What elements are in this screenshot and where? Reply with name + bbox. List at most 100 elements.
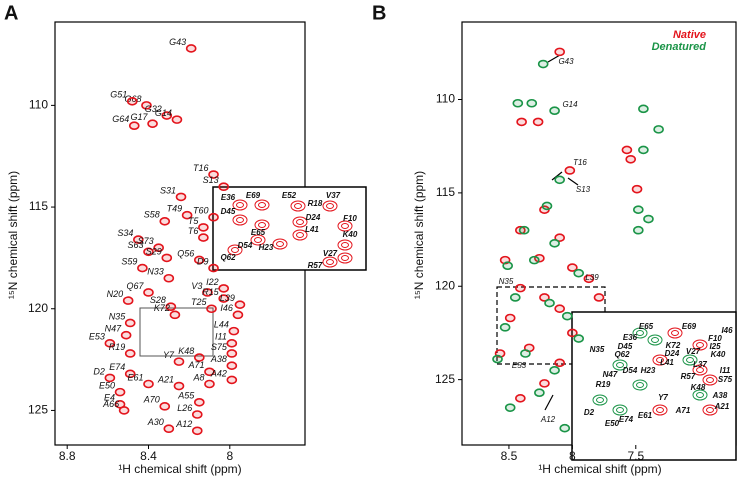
annotation: T16 bbox=[573, 158, 587, 167]
inset-label: D45 bbox=[618, 342, 633, 351]
peak-label: I46 bbox=[220, 303, 233, 313]
peak-label: E61 bbox=[127, 372, 143, 382]
peak-label: G17 bbox=[131, 112, 149, 122]
x-tick-label: 7.5 bbox=[627, 449, 644, 463]
peak bbox=[226, 375, 238, 385]
peak bbox=[165, 302, 177, 312]
inset-label: V27 bbox=[323, 249, 338, 258]
peak bbox=[124, 369, 136, 379]
inset-contour bbox=[682, 354, 698, 366]
peak bbox=[173, 381, 185, 391]
inset-contour bbox=[258, 222, 266, 228]
peak-label: E74 bbox=[109, 362, 125, 372]
inset-contour bbox=[341, 242, 349, 248]
peak bbox=[583, 274, 595, 284]
peak-label: A12 bbox=[175, 419, 192, 429]
annotation: A12 bbox=[540, 415, 556, 424]
peak-label: S29 bbox=[146, 246, 162, 256]
peak bbox=[194, 353, 205, 362]
peak-label: G64 bbox=[112, 114, 129, 124]
peak-label: T5 bbox=[188, 216, 199, 226]
peak bbox=[234, 300, 246, 309]
peak bbox=[185, 44, 197, 53]
inset-label: H23 bbox=[641, 366, 656, 375]
arrow bbox=[544, 394, 554, 411]
inset-contour bbox=[250, 234, 266, 246]
x-tick-label: 8 bbox=[569, 449, 576, 463]
inset-label: E36 bbox=[221, 193, 236, 202]
peak bbox=[502, 261, 513, 271]
annotation: S13 bbox=[576, 185, 591, 194]
inset-contour bbox=[671, 330, 679, 336]
peak bbox=[169, 310, 181, 320]
inset-label: L41 bbox=[660, 358, 674, 367]
peak-label: R15 bbox=[202, 287, 220, 297]
inset-contour bbox=[322, 200, 338, 212]
x-tick-label: 8.8 bbox=[59, 449, 76, 463]
peak-label: T6 bbox=[188, 226, 199, 236]
peak bbox=[504, 313, 516, 323]
peak bbox=[228, 326, 240, 336]
peak bbox=[573, 334, 585, 343]
peak-label: Q56 bbox=[177, 248, 194, 258]
peak-label: K48 bbox=[178, 346, 194, 356]
peak-label: G68 bbox=[124, 94, 141, 104]
peak-label: A70 bbox=[143, 395, 160, 405]
peak-label: A30 bbox=[147, 417, 164, 427]
peak-label: S13 bbox=[203, 175, 219, 185]
inset-label: E74 bbox=[619, 415, 634, 424]
inset-label: E61 bbox=[638, 411, 653, 420]
peak bbox=[226, 349, 238, 358]
inset-contour bbox=[702, 404, 718, 416]
peak bbox=[625, 154, 637, 164]
inset-contour bbox=[292, 229, 308, 241]
peak bbox=[549, 365, 560, 375]
peak bbox=[520, 349, 531, 358]
peak-label: A21 bbox=[157, 374, 174, 384]
inset-contour bbox=[254, 219, 270, 231]
peak bbox=[143, 379, 154, 389]
peak bbox=[541, 201, 553, 211]
inset-contour bbox=[647, 334, 663, 346]
y-tick-label: 125 bbox=[28, 403, 48, 417]
peak-label: A42 bbox=[210, 368, 227, 378]
peak-label: E53 bbox=[89, 332, 105, 342]
peak bbox=[554, 175, 565, 185]
x-tick-label: 8.5 bbox=[501, 449, 518, 463]
peak bbox=[504, 403, 516, 412]
inset-contour bbox=[272, 238, 288, 250]
peak bbox=[161, 253, 173, 263]
peak-label: L44 bbox=[214, 319, 229, 329]
inset-label: I25 bbox=[709, 342, 721, 351]
peak bbox=[544, 298, 555, 308]
peak bbox=[559, 423, 571, 433]
peak bbox=[554, 233, 565, 243]
peak bbox=[206, 304, 217, 314]
peak bbox=[633, 205, 644, 214]
peak bbox=[573, 268, 585, 278]
peak-label: N20 bbox=[107, 289, 124, 299]
inset-contour bbox=[632, 379, 648, 391]
inset-label: L37 bbox=[693, 360, 707, 369]
inset-label: N35 bbox=[590, 345, 605, 354]
inset-label: A21 bbox=[714, 402, 730, 411]
peak bbox=[554, 304, 565, 313]
peak bbox=[226, 361, 238, 370]
y-tick-label: 110 bbox=[29, 98, 48, 112]
peak-label: K72 bbox=[154, 303, 170, 313]
peak-label: G14 bbox=[155, 108, 172, 118]
peak bbox=[549, 106, 560, 116]
inset-contour bbox=[254, 237, 262, 243]
peak-label: S73 bbox=[138, 236, 154, 246]
x-tick-label: 8 bbox=[226, 449, 233, 463]
peak bbox=[539, 379, 550, 388]
legend-entry: Denatured bbox=[652, 41, 707, 53]
peak bbox=[509, 293, 521, 302]
peak bbox=[515, 394, 526, 403]
peak bbox=[208, 170, 219, 179]
peak bbox=[564, 166, 576, 175]
inset-label: F10 bbox=[343, 214, 357, 223]
panel-label: A bbox=[4, 2, 18, 24]
inset-contour bbox=[686, 357, 694, 363]
arrow bbox=[547, 54, 561, 63]
